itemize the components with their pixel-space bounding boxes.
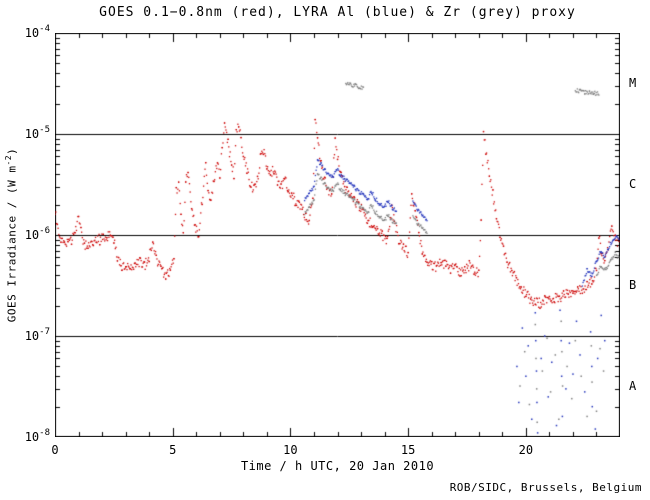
x-tick-label: 20 xyxy=(518,443,534,457)
flare-class-label-c: C xyxy=(629,176,637,191)
y-axis-label-text: GOES Irradiance / (W m xyxy=(5,165,19,323)
y-axis-label-exponent: -2 xyxy=(4,154,13,166)
y-tick-label: 10-8 xyxy=(24,428,50,444)
x-tick-label: 0 xyxy=(51,443,59,457)
x-tick-label: 5 xyxy=(169,443,177,457)
x-tick-label: 15 xyxy=(400,443,416,457)
x-axis-label: Time / h UTC, 20 Jan 2010 xyxy=(240,459,435,473)
flare-class-label-b: B xyxy=(629,277,637,292)
y-tick-label: 10-4 xyxy=(24,24,50,40)
plot-area xyxy=(55,33,620,437)
y-tick-label: 10-7 xyxy=(24,327,50,343)
credit-text: ROB/SIDC, Brussels, Belgium xyxy=(449,481,642,494)
y-tick-label: 10-5 xyxy=(24,125,50,141)
y-axis-label-close: ) xyxy=(5,147,19,155)
flare-class-label-a: A xyxy=(629,378,637,393)
x-tick-label: 10 xyxy=(283,443,298,457)
chart-title: GOES 0.1−0.8nm (red), LYRA Al (blue) & Z… xyxy=(99,5,576,20)
y-tick-label: 10-6 xyxy=(24,226,50,242)
flare-class-label-m: M xyxy=(629,75,637,90)
